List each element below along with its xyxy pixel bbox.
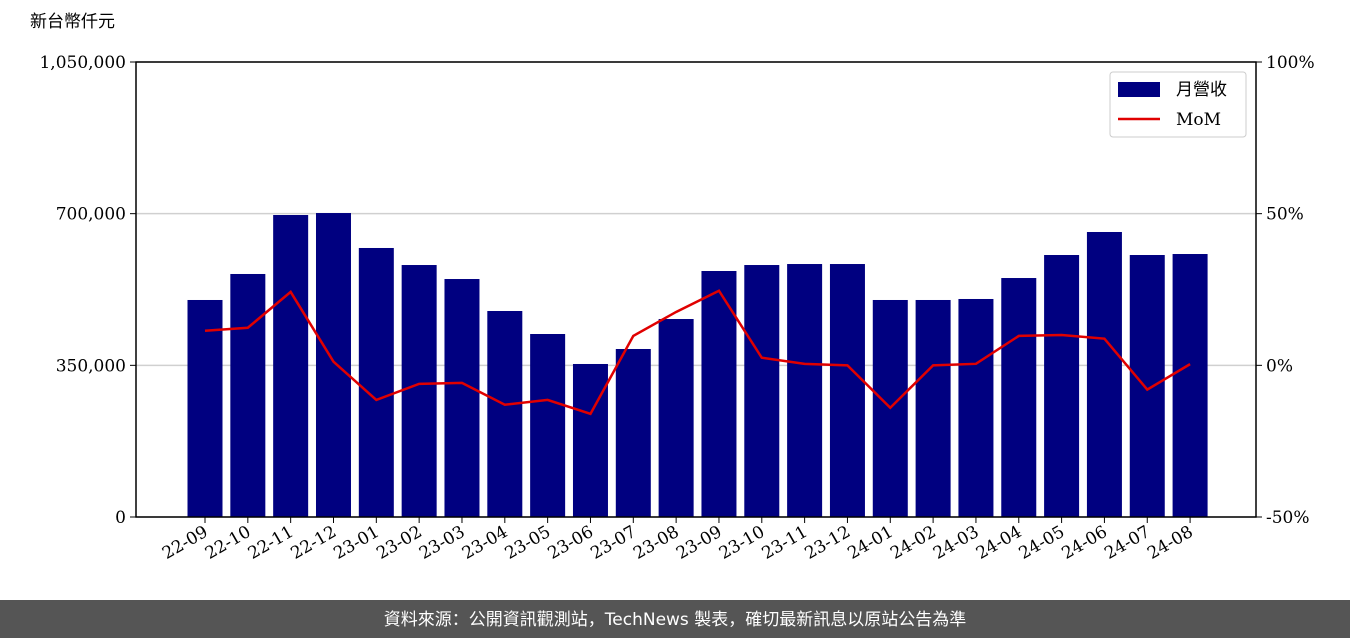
y-tick-label: 1,050,000 xyxy=(39,53,126,73)
legend-swatch xyxy=(1118,82,1160,97)
bar xyxy=(958,298,994,517)
x-tick-label: 24-07 xyxy=(1101,522,1153,564)
line xyxy=(204,289,1191,416)
bar xyxy=(701,270,737,517)
legend-label: 月營收 xyxy=(1176,80,1227,100)
x-tick-label: 23-06 xyxy=(545,522,597,564)
bar xyxy=(273,215,309,517)
bar xyxy=(1129,255,1165,518)
bar xyxy=(1001,278,1037,517)
x-tick-label: 23-05 xyxy=(502,522,554,564)
bar xyxy=(187,299,223,517)
x-tick-label: 24-02 xyxy=(887,522,939,564)
bar xyxy=(615,348,651,517)
bar xyxy=(315,213,351,517)
bar xyxy=(915,299,951,517)
bar xyxy=(658,319,694,517)
bar xyxy=(787,264,823,517)
bar xyxy=(744,265,780,517)
y2-tick-label: 50% xyxy=(1266,205,1304,225)
x-tick-label: 24-05 xyxy=(1016,522,1068,564)
footer-text: 資料來源：公開資訊觀測站，TechNews 製表，確切最新訊息以原站公告為準 xyxy=(384,610,966,630)
bar xyxy=(230,273,266,517)
x-tick-label: 23-03 xyxy=(416,522,468,564)
x-tick-label: 22-09 xyxy=(159,522,211,564)
x-tick-label: 23-04 xyxy=(459,522,511,564)
plot-frame xyxy=(135,61,1257,518)
x-tick-label: 24-08 xyxy=(1144,522,1196,564)
legend-label: MoM xyxy=(1176,110,1221,130)
bar xyxy=(829,264,865,517)
bar xyxy=(358,247,394,517)
bar xyxy=(572,363,608,517)
x-tick-label: 23-01 xyxy=(330,522,382,564)
bar xyxy=(1086,231,1122,517)
x-tick-label: 24-03 xyxy=(930,522,982,564)
x-tick-label: 24-01 xyxy=(844,522,896,564)
footer-bar xyxy=(0,600,1350,638)
bar xyxy=(530,334,566,517)
bar xyxy=(1044,255,1080,518)
y-axis-label: 新台幣仟元 xyxy=(30,12,115,32)
x-tick-label: 23-02 xyxy=(373,522,425,564)
x-tick-label: 23-07 xyxy=(587,522,639,564)
y2-tick-label: -50% xyxy=(1266,508,1310,528)
y-tick-label: 350,000 xyxy=(56,356,126,376)
bar xyxy=(401,265,437,517)
bar xyxy=(487,310,523,517)
x-tick-label: 22-12 xyxy=(288,522,340,564)
x-tick-label: 24-06 xyxy=(1058,522,1110,564)
x-tick-label: 23-12 xyxy=(802,522,854,564)
x-tick-label: 23-08 xyxy=(630,522,682,564)
y2-tick-label: 100% xyxy=(1266,53,1315,73)
x-tick-label: 22-11 xyxy=(245,522,297,564)
x-tick-label: 24-04 xyxy=(973,522,1025,564)
x-tick-label: 22-10 xyxy=(202,522,254,564)
x-tick-label: 23-09 xyxy=(673,522,725,564)
bar xyxy=(1172,254,1208,517)
bar xyxy=(444,279,480,517)
y2-tick-label: 0% xyxy=(1266,356,1293,376)
y-tick-label: 700,000 xyxy=(56,205,126,225)
y-tick-label: 0 xyxy=(115,508,126,528)
x-tick-label: 23-10 xyxy=(716,522,768,564)
x-tick-label: 23-11 xyxy=(759,522,811,564)
